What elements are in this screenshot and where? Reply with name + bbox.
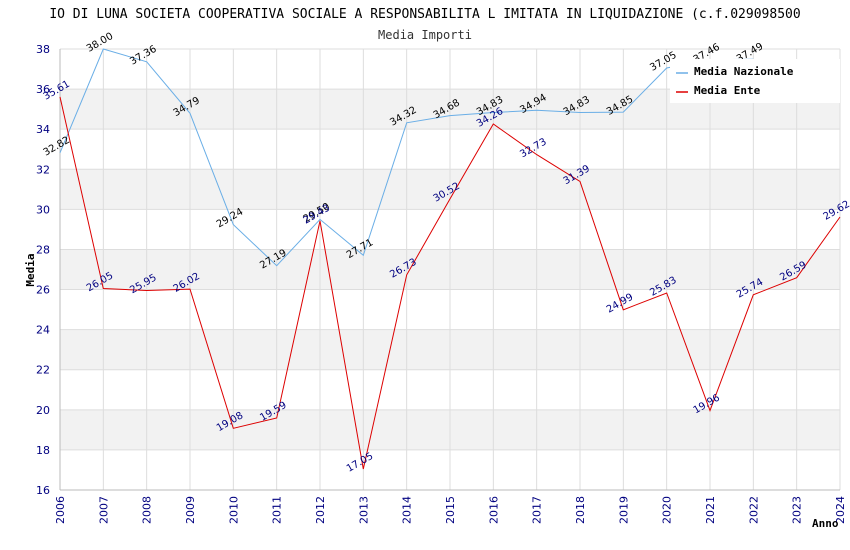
x-tick-label: 2013 (357, 496, 370, 524)
legend: Media Nazionale Media Ente (670, 59, 840, 103)
legend-label-nazionale: Media Nazionale (694, 65, 794, 78)
x-tick-label: 2012 (314, 496, 327, 524)
y-tick-label: 24 (36, 324, 50, 337)
x-axis-ticks: 2006 2007 2008 2009 2010 2011 2012 2013 2014 2015… (54, 496, 847, 524)
y-tick-label: 18 (36, 444, 50, 457)
series-line-ente (59, 96, 841, 470)
y-tick-label: 38 (36, 43, 50, 56)
x-tick-label: 2008 (141, 496, 154, 524)
x-tick-label: 2010 (227, 496, 240, 524)
legend-box (670, 59, 840, 103)
x-tick-label: 2011 (271, 496, 284, 524)
x-tick-label: 2024 (834, 496, 847, 524)
y-tick-label: 36 (36, 83, 50, 96)
x-tick-label: 2017 (531, 496, 544, 524)
x-tick-label: 2009 (184, 496, 197, 524)
series-lines (59, 48, 841, 470)
y-tick-label: 32 (36, 163, 50, 176)
x-tick-label: 2022 (747, 496, 760, 524)
data-label-ente: 17.05 (345, 451, 375, 475)
series-line-nazionale (59, 48, 754, 267)
x-tick-label: 2023 (791, 496, 804, 524)
x-tick-label: 2007 (97, 496, 110, 524)
data-label-nazionale: 29.24 (215, 207, 245, 231)
y-tick-label: 20 (36, 404, 50, 417)
y-tick-label: 26 (36, 284, 50, 297)
x-tick-label: 2014 (401, 496, 414, 524)
legend-label-ente: Media Ente (694, 84, 761, 97)
gridlines (59, 48, 841, 491)
y-tick-label: 28 (36, 243, 50, 256)
x-tick-label: 2016 (487, 496, 500, 524)
x-tick-label: 2015 (444, 496, 457, 524)
x-tick-label: 2020 (661, 496, 674, 524)
y-tick-label: 30 (36, 203, 50, 216)
y-axis-ticks: 16 18 20 22 24 26 28 30 32 34 36 38 (36, 43, 50, 497)
data-label-nazionale: 37.36 (128, 44, 158, 68)
x-axis-label: Anno (812, 517, 839, 530)
x-tick-label: 2006 (54, 496, 67, 524)
chart-subtitle: Media Importi (378, 28, 472, 42)
data-label-ente: 32.73 (518, 137, 548, 161)
y-tick-label: 22 (36, 364, 50, 377)
chart-title: IO DI LUNA SOCIETA COOPERATIVA SOCIALE A… (49, 7, 800, 22)
x-tick-label: 2019 (617, 496, 630, 524)
data-label-ente: 24.99 (605, 292, 635, 316)
data-label-nazionale: 32.82 (42, 135, 72, 159)
y-axis-label: Media (24, 253, 37, 286)
y-tick-label: 16 (36, 484, 50, 497)
x-tick-label: 2021 (704, 496, 717, 524)
x-tick-label: 2018 (574, 496, 587, 524)
y-tick-label: 34 (36, 123, 50, 136)
